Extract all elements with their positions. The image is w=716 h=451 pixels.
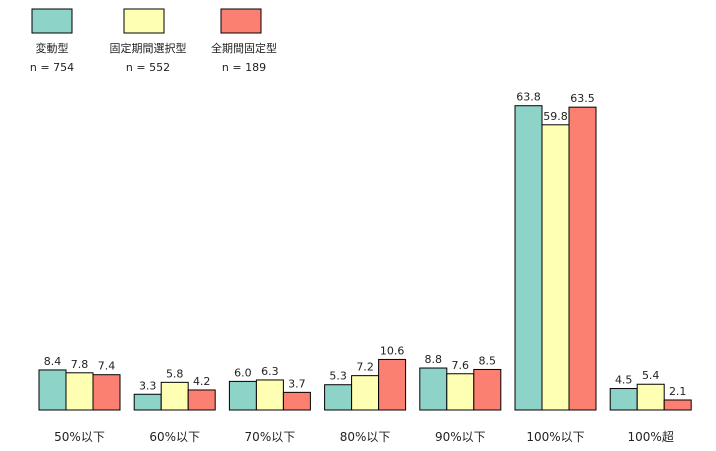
value-label-1-1: 5.8 xyxy=(166,367,184,380)
value-label-5-0: 63.8 xyxy=(516,91,541,104)
value-label-5-1: 59.8 xyxy=(543,110,568,123)
legend-swatch-2 xyxy=(220,8,262,34)
value-label-2-2: 3.7 xyxy=(288,377,306,390)
bar-2-0 xyxy=(228,380,257,411)
bar-6-2 xyxy=(663,399,692,411)
bar-5-1 xyxy=(541,124,570,411)
bar-group-4: 8.8 7.6 8.5 xyxy=(419,353,502,411)
value-label-0-1: 7.8 xyxy=(71,358,89,371)
bar-group-6: 4.5 5.4 2.1 xyxy=(609,369,692,411)
value-label-4-2: 8.5 xyxy=(479,354,497,367)
bar-0-0 xyxy=(38,369,67,411)
category-label-6: 100%超 xyxy=(628,429,674,444)
bar-0-2 xyxy=(92,374,121,411)
bar-5-2 xyxy=(568,106,597,411)
bar-group-1: 3.3 5.8 4.2 xyxy=(133,367,216,411)
legend: 変動型 n = 754 固定期間選択型 n = 552 全期間固定型 n = 189 xyxy=(30,8,277,74)
value-label-0-0: 8.4 xyxy=(44,355,62,368)
bar-0-1 xyxy=(65,372,94,411)
bar-4-0 xyxy=(419,367,448,411)
bar-groups: 8.4 7.8 7.4 3.3 5.8 4.2 6.0 6.3 3.7 5.3 7.2 10.6 8.8… xyxy=(38,91,692,411)
bar-4-1 xyxy=(446,373,475,411)
value-label-6-1: 5.4 xyxy=(642,369,660,382)
value-label-3-1: 7.2 xyxy=(356,361,374,374)
bar-group-3: 5.3 7.2 10.6 xyxy=(324,344,407,411)
legend-swatch-1 xyxy=(123,8,165,34)
value-label-5-2: 63.5 xyxy=(570,92,595,105)
bar-4-2 xyxy=(473,368,502,411)
value-label-2-0: 6.0 xyxy=(234,366,252,379)
value-label-3-2: 10.6 xyxy=(380,344,405,357)
bar-3-1 xyxy=(351,375,380,411)
bar-group-0: 8.4 7.8 7.4 xyxy=(38,355,121,411)
legend-n-2: n = 189 xyxy=(222,61,266,74)
category-label-2: 70%以下 xyxy=(245,430,296,444)
bar-3-2 xyxy=(378,358,407,411)
bar-1-1 xyxy=(160,381,189,411)
bar-6-0 xyxy=(609,388,638,411)
legend-n-0: n = 754 xyxy=(30,61,74,74)
value-label-0-2: 7.4 xyxy=(98,360,116,373)
category-label-1: 60%以下 xyxy=(149,430,200,444)
bar-2-2 xyxy=(282,391,311,411)
legend-n-1: n = 552 xyxy=(126,61,170,74)
value-label-6-2: 2.1 xyxy=(669,385,687,398)
value-label-4-0: 8.8 xyxy=(425,353,443,366)
value-label-3-0: 5.3 xyxy=(329,370,347,383)
legend-label-0: 変動型 xyxy=(36,41,69,55)
legend-label-2: 全期間固定型 xyxy=(211,41,277,55)
bar-6-1 xyxy=(636,383,665,411)
value-label-1-0: 3.3 xyxy=(139,379,157,392)
category-label-4: 90%以下 xyxy=(435,430,486,444)
category-label-0: 50%以下 xyxy=(54,430,105,444)
bar-5-0 xyxy=(514,105,543,411)
category-labels: 50%以下 60%以下 70%以下 80%以下 90%以下 100%以下 100%超 xyxy=(54,429,674,444)
value-label-1-2: 4.2 xyxy=(193,375,211,388)
bar-1-0 xyxy=(133,393,162,411)
category-label-5: 100%以下 xyxy=(526,430,584,444)
legend-label-1: 固定期間選択型 xyxy=(110,41,187,55)
value-label-4-1: 7.6 xyxy=(452,359,470,372)
value-label-2-1: 6.3 xyxy=(261,365,279,378)
bar-3-0 xyxy=(324,384,353,411)
value-label-6-0: 4.5 xyxy=(615,374,633,387)
bar-group-5: 63.859.863.5 xyxy=(514,91,597,411)
bar-1-2 xyxy=(187,389,216,411)
category-label-3: 80%以下 xyxy=(340,430,391,444)
legend-swatch-0 xyxy=(31,8,73,34)
bar-group-2: 6.0 6.3 3.7 xyxy=(228,365,311,411)
bar-2-1 xyxy=(255,379,284,411)
